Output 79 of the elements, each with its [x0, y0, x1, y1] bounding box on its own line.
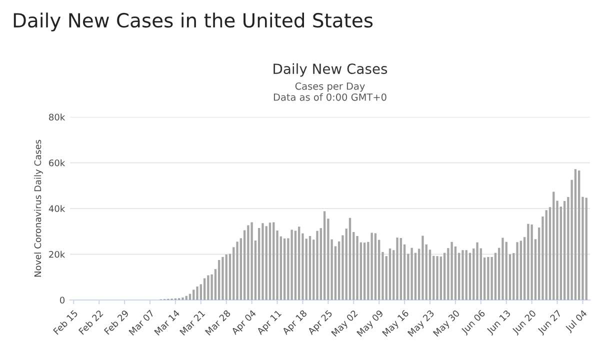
bar	[505, 242, 508, 300]
chart-title: Daily New Cases in the United States	[14, 12, 373, 32]
bar	[450, 242, 453, 300]
bar	[520, 240, 522, 300]
x-tick-label: Jun 20	[511, 310, 538, 336]
bar	[222, 256, 224, 300]
bar	[363, 242, 366, 300]
bar	[348, 218, 352, 300]
bar	[250, 222, 253, 300]
bar	[563, 200, 566, 300]
x-tick-label: Feb 29	[104, 309, 130, 335]
x-tick-label: Jun 06	[460, 310, 487, 336]
bar	[192, 290, 195, 300]
bar	[476, 242, 478, 300]
bar	[265, 226, 268, 300]
x-tick-label: Apr 11	[256, 310, 283, 336]
bar	[516, 242, 518, 300]
text: Data as of 0:00 GMT+0	[274, 93, 386, 101]
chart-subtitle: Daily New Cases	[274, 63, 388, 77]
bar	[294, 230, 297, 300]
y-tick-label: 80k	[49, 114, 66, 121]
bar	[422, 236, 424, 300]
bar	[323, 211, 326, 300]
bar	[527, 224, 530, 300]
bar	[396, 238, 398, 300]
x-tick-label: Jun 13	[486, 310, 512, 336]
bar	[236, 242, 238, 300]
bar	[465, 250, 468, 300]
bar	[490, 256, 493, 300]
bar	[316, 230, 318, 300]
bar	[207, 275, 210, 300]
bar	[502, 238, 504, 300]
x-tick-label: Jun 27	[536, 310, 563, 336]
x-tick-label: Mar 21	[179, 310, 206, 336]
bar	[196, 286, 198, 300]
bar	[545, 210, 548, 300]
bar	[468, 252, 472, 300]
bar	[436, 256, 438, 300]
bar	[203, 278, 206, 300]
bar	[487, 256, 490, 300]
y-tick-label: 60k	[49, 159, 66, 166]
bar	[268, 222, 272, 300]
bar	[388, 248, 392, 300]
bar	[440, 256, 442, 300]
y-tick-label: 40k	[48, 205, 66, 212]
bar	[247, 225, 250, 300]
y-tick-label: 20k	[49, 250, 66, 258]
bar	[410, 248, 413, 300]
x-tick-label: Feb 22	[78, 310, 104, 335]
bar	[462, 250, 464, 300]
bar	[218, 260, 220, 300]
bar	[370, 232, 373, 300]
bar	[262, 223, 264, 300]
bar	[530, 224, 533, 300]
x-tick-label: Mar 14	[154, 310, 180, 336]
bar	[283, 238, 286, 300]
y-axis-title: Novel Coronavirus Daily Cases	[34, 140, 43, 277]
bar	[308, 236, 312, 300]
bar	[356, 236, 358, 300]
x-tick-label: Jul 04	[564, 309, 588, 334]
bar	[574, 169, 577, 300]
bar	[374, 233, 377, 300]
x-tick-label: Apr 04	[230, 310, 258, 336]
bar	[298, 226, 300, 300]
bar	[585, 198, 588, 300]
bar	[454, 246, 457, 300]
y-tick-label: 0	[60, 296, 65, 304]
bar	[552, 192, 555, 300]
text: Cases per Day	[295, 82, 365, 92]
bar	[578, 170, 580, 300]
x-tick-label: Feb 15	[52, 310, 78, 335]
bar	[182, 297, 184, 300]
bar	[272, 222, 275, 300]
bar	[400, 238, 402, 300]
x-tick-label: Apr 18	[282, 310, 308, 336]
bar	[290, 230, 293, 300]
x-tick-label: Mar 28	[204, 310, 231, 336]
x-tick-label: Mar 07	[128, 310, 154, 336]
bar	[225, 254, 228, 300]
